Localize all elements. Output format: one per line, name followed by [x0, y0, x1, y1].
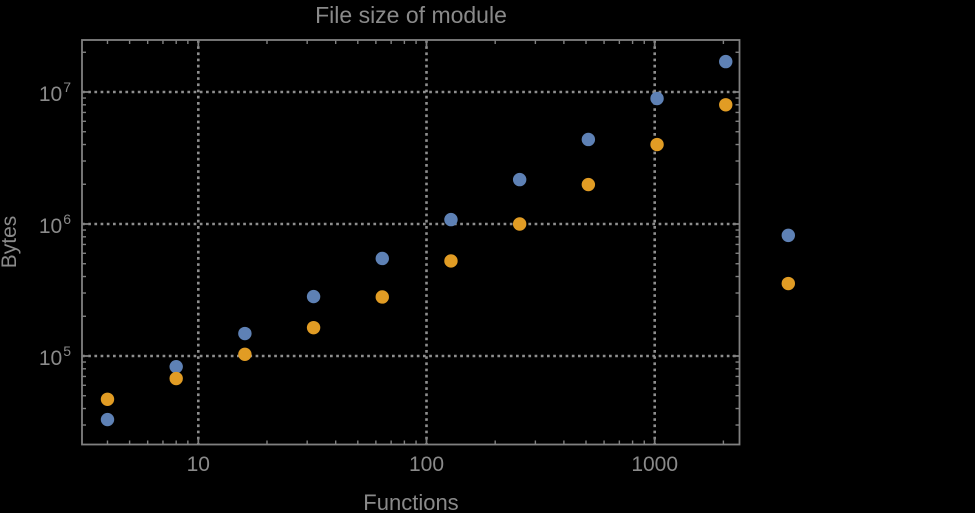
data-point-series-2-orange [238, 347, 252, 362]
x-tick-label: 10 [186, 453, 210, 476]
data-point-series-1-blue [375, 251, 389, 266]
data-point-series-2-orange [650, 137, 664, 152]
y-tick-exponent: 5 [63, 342, 71, 359]
data-point-series-1-blue [581, 132, 596, 147]
x-tick-label: 100 [408, 453, 445, 476]
y-tick-exponent: 7 [63, 78, 71, 95]
data-point-series-2-orange [512, 217, 527, 231]
data-point-series-1-blue [100, 412, 115, 427]
data-point-series-1-blue [719, 54, 733, 69]
data-point-series-2-orange [169, 371, 183, 386]
y-tick-label: 105 [38, 340, 71, 371]
y-tick-label: 106 [38, 208, 71, 239]
data-point-series-2-orange [719, 98, 733, 112]
y-tick-base: 10 [38, 82, 63, 106]
x-tick-label: 1000 [631, 453, 679, 476]
data-point-series-1-blue [306, 289, 321, 304]
data-point-series-2-orange [306, 320, 321, 335]
data-point-series-1-blue [238, 326, 252, 341]
data-point-series-2-orange [444, 254, 458, 268]
data-point-series-1-blue [781, 228, 796, 243]
y-tick-base: 10 [38, 214, 63, 238]
data-point-series-2-orange [581, 177, 596, 192]
data-point-series-1-blue [444, 212, 458, 227]
y-tick-exponent: 6 [63, 210, 71, 227]
data-point-series-2-orange [781, 276, 796, 291]
chart-title: File size of module [315, 2, 507, 28]
data-point-series-2-orange [100, 392, 115, 406]
y-tick-label: 107 [38, 76, 71, 107]
data-point-series-2-orange [375, 290, 389, 304]
x-axis-label: Functions [363, 490, 459, 513]
data-point-series-1-blue [650, 91, 664, 106]
y-tick-base: 10 [38, 346, 63, 370]
data-point-series-1-blue [512, 172, 527, 187]
data-point-series-1-blue [169, 359, 183, 374]
plot-frame [81, 39, 741, 446]
